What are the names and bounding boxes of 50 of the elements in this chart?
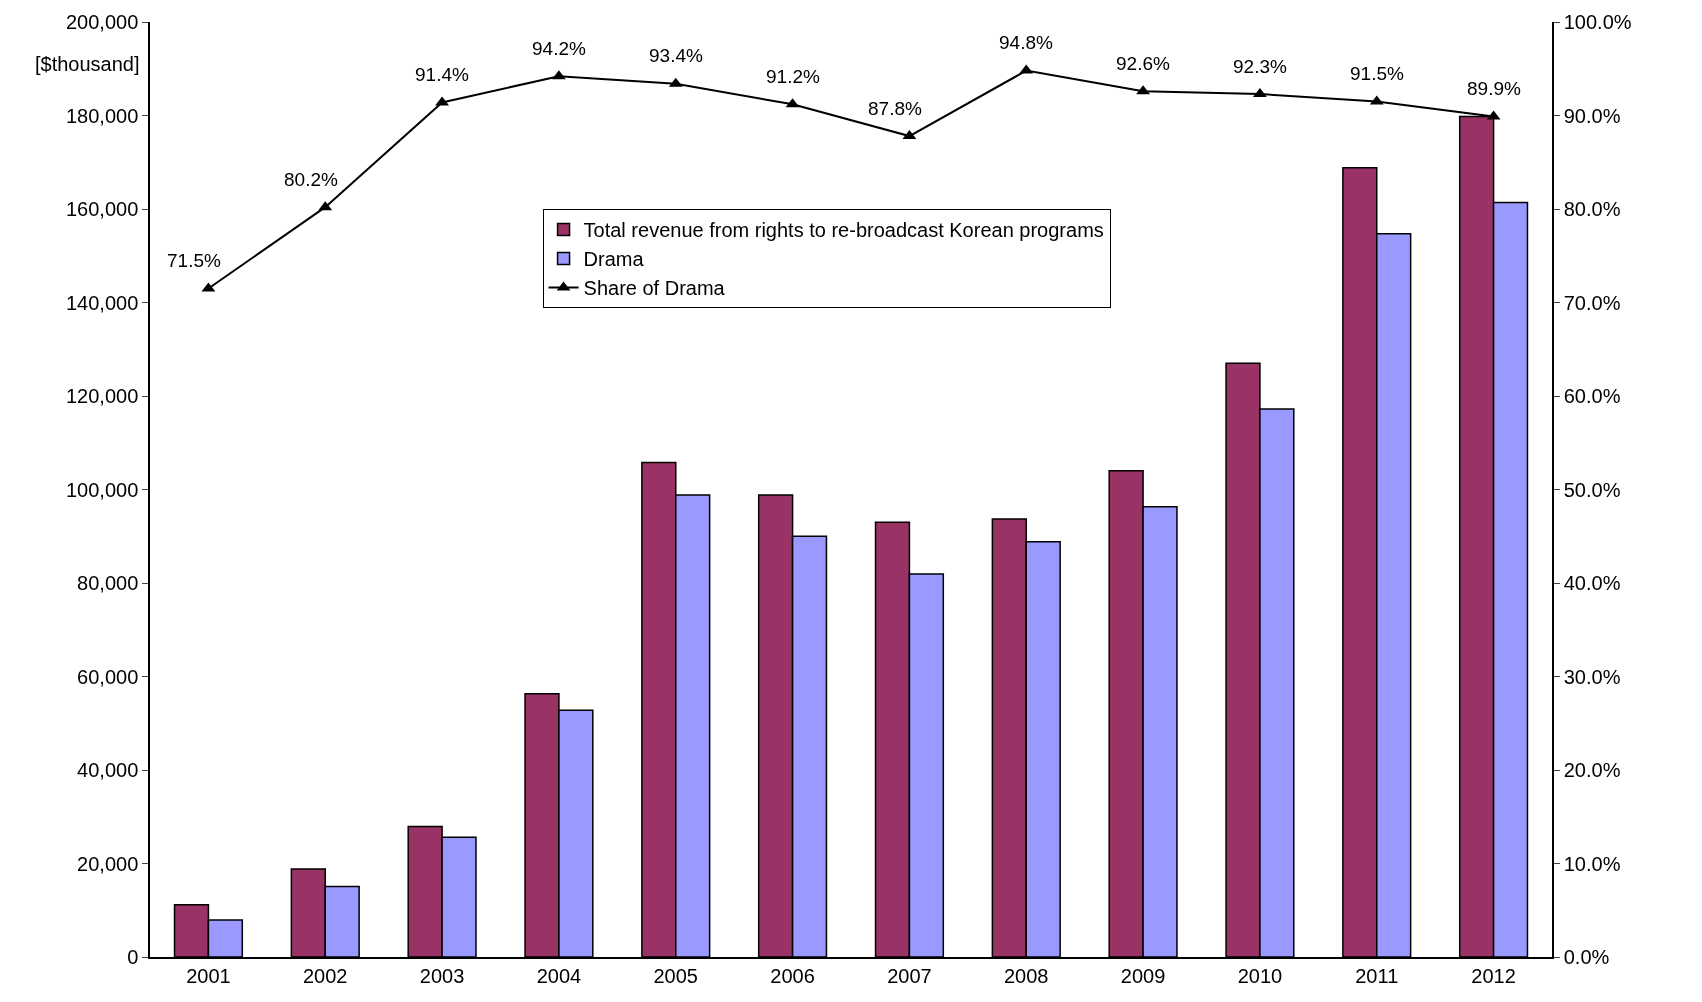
y2-tick-label: 50.0% <box>1563 478 1621 501</box>
x-tick-label: 2001 <box>186 964 231 987</box>
data-label: 71.5% <box>167 250 221 271</box>
y-tick-label: 120,000 <box>65 385 139 407</box>
data-label: 87.8% <box>868 98 922 119</box>
y2-tick-label: 30.0% <box>1563 665 1621 688</box>
y-tick-label: 0 <box>127 946 139 968</box>
x-tick-label: 2009 <box>1120 964 1166 987</box>
x-tick-label: 2010 <box>1237 964 1283 987</box>
x-tick-label: 2011 <box>1355 964 1399 987</box>
y-tick-label: 140,000 <box>65 291 139 314</box>
x-tick-label: 2002 <box>303 964 348 987</box>
data-label: 94.2% <box>532 38 586 59</box>
y-tick-label: 60,000 <box>77 665 139 688</box>
x-tick-label: 2008 <box>1004 964 1049 987</box>
data-label: 93.4% <box>649 45 703 66</box>
y-tick-label: 80,000 <box>77 572 139 594</box>
data-label: 91.4% <box>415 64 469 85</box>
y2-tick-label: 10.0% <box>1563 852 1621 875</box>
data-label: 92.3% <box>1233 56 1287 77</box>
data-label: 89.9% <box>1467 78 1521 99</box>
data-label: 80.2% <box>284 169 338 190</box>
y2-tick-label: 90.0% <box>1563 104 1621 127</box>
y2-tick-label: 60.0% <box>1563 385 1621 407</box>
x-tick-label: 2007 <box>887 964 932 987</box>
y-tick-label: 20,000 <box>77 852 139 875</box>
y-tick-label: 160,000 <box>65 198 139 220</box>
y2-tick-label: 70.0% <box>1563 291 1621 314</box>
y-tick-label: 180,000 <box>65 104 139 127</box>
y2-tick-label: 80.0% <box>1563 198 1621 220</box>
y-tick-label: 100,000 <box>65 478 139 501</box>
legend-label: Drama <box>583 248 645 271</box>
data-label: 92.6% <box>1116 53 1170 74</box>
legend-label: Total revenue from rights to re-broadcast Korean programs <box>583 219 1104 242</box>
y2-tick-label: 0.0% <box>1563 946 1610 968</box>
y2-tick-label: 20.0% <box>1563 759 1621 781</box>
y2-tick-label: 40.0% <box>1563 572 1621 594</box>
data-label: 94.8% <box>999 32 1053 53</box>
y-tick-label: 200,000 <box>65 11 139 33</box>
x-tick-label: 2006 <box>770 964 815 987</box>
data-label: 91.5% <box>1350 63 1404 84</box>
y2-tick-label: 100.0% <box>1563 11 1632 33</box>
y-tick-label: 40,000 <box>77 759 139 781</box>
legend-label: Share of Drama <box>583 277 726 300</box>
data-label: 91.2% <box>766 66 820 87</box>
x-tick-label: 2003 <box>419 964 465 987</box>
x-tick-label: 2005 <box>653 964 698 987</box>
x-tick-label: 2004 <box>536 964 582 987</box>
y-axis-title: [$thousand] <box>35 53 140 75</box>
x-tick-label: 2012 <box>1471 964 1516 987</box>
